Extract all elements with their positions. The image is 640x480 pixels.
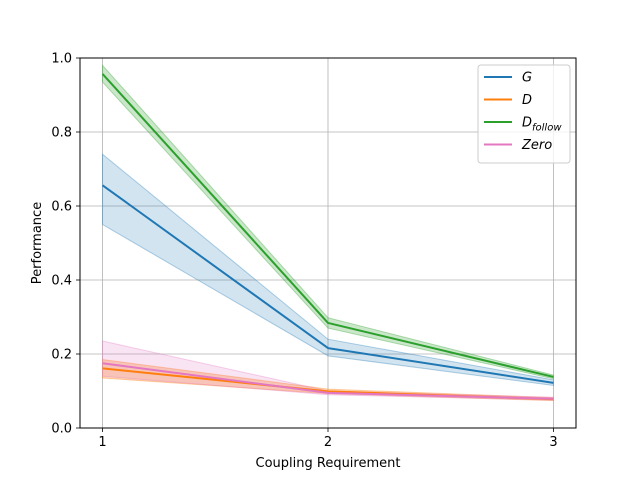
y-tick-label: 0.8 [51, 126, 72, 141]
legend-label-d-follow: Dfollow [522, 116, 562, 134]
axis-ticks: 1 2 3 0.0 0.2 0.4 0.6 0.8 1.0 [51, 52, 557, 451]
x-axis-label: Coupling Requirement [256, 456, 401, 471]
legend-label-d: D [522, 93, 532, 108]
legend-label-g: G [522, 71, 532, 86]
band-d-follow [102, 64, 554, 380]
y-tick-label: 0.2 [51, 348, 72, 363]
band-g [102, 153, 554, 387]
y-tick-label: 0.0 [51, 422, 72, 437]
legend-label-subscript: follow [532, 123, 562, 134]
series-line-zero [102, 362, 554, 400]
series-line-d-follow [101, 73, 554, 378]
series-lines [101, 73, 554, 401]
legend-label-main: D [522, 116, 532, 131]
x-tick-label: 3 [549, 435, 557, 450]
y-tick-label: 0.6 [51, 200, 72, 215]
y-axis-label: Performance [30, 202, 45, 284]
y-tick-label: 1.0 [51, 52, 72, 67]
series-line-g [101, 184, 554, 384]
legend-label-zero: Zero [521, 138, 552, 153]
x-tick-label: 2 [324, 435, 332, 450]
y-tick-label: 0.4 [51, 274, 72, 289]
x-tick-label: 1 [98, 435, 106, 450]
legend-box [477, 64, 571, 164]
